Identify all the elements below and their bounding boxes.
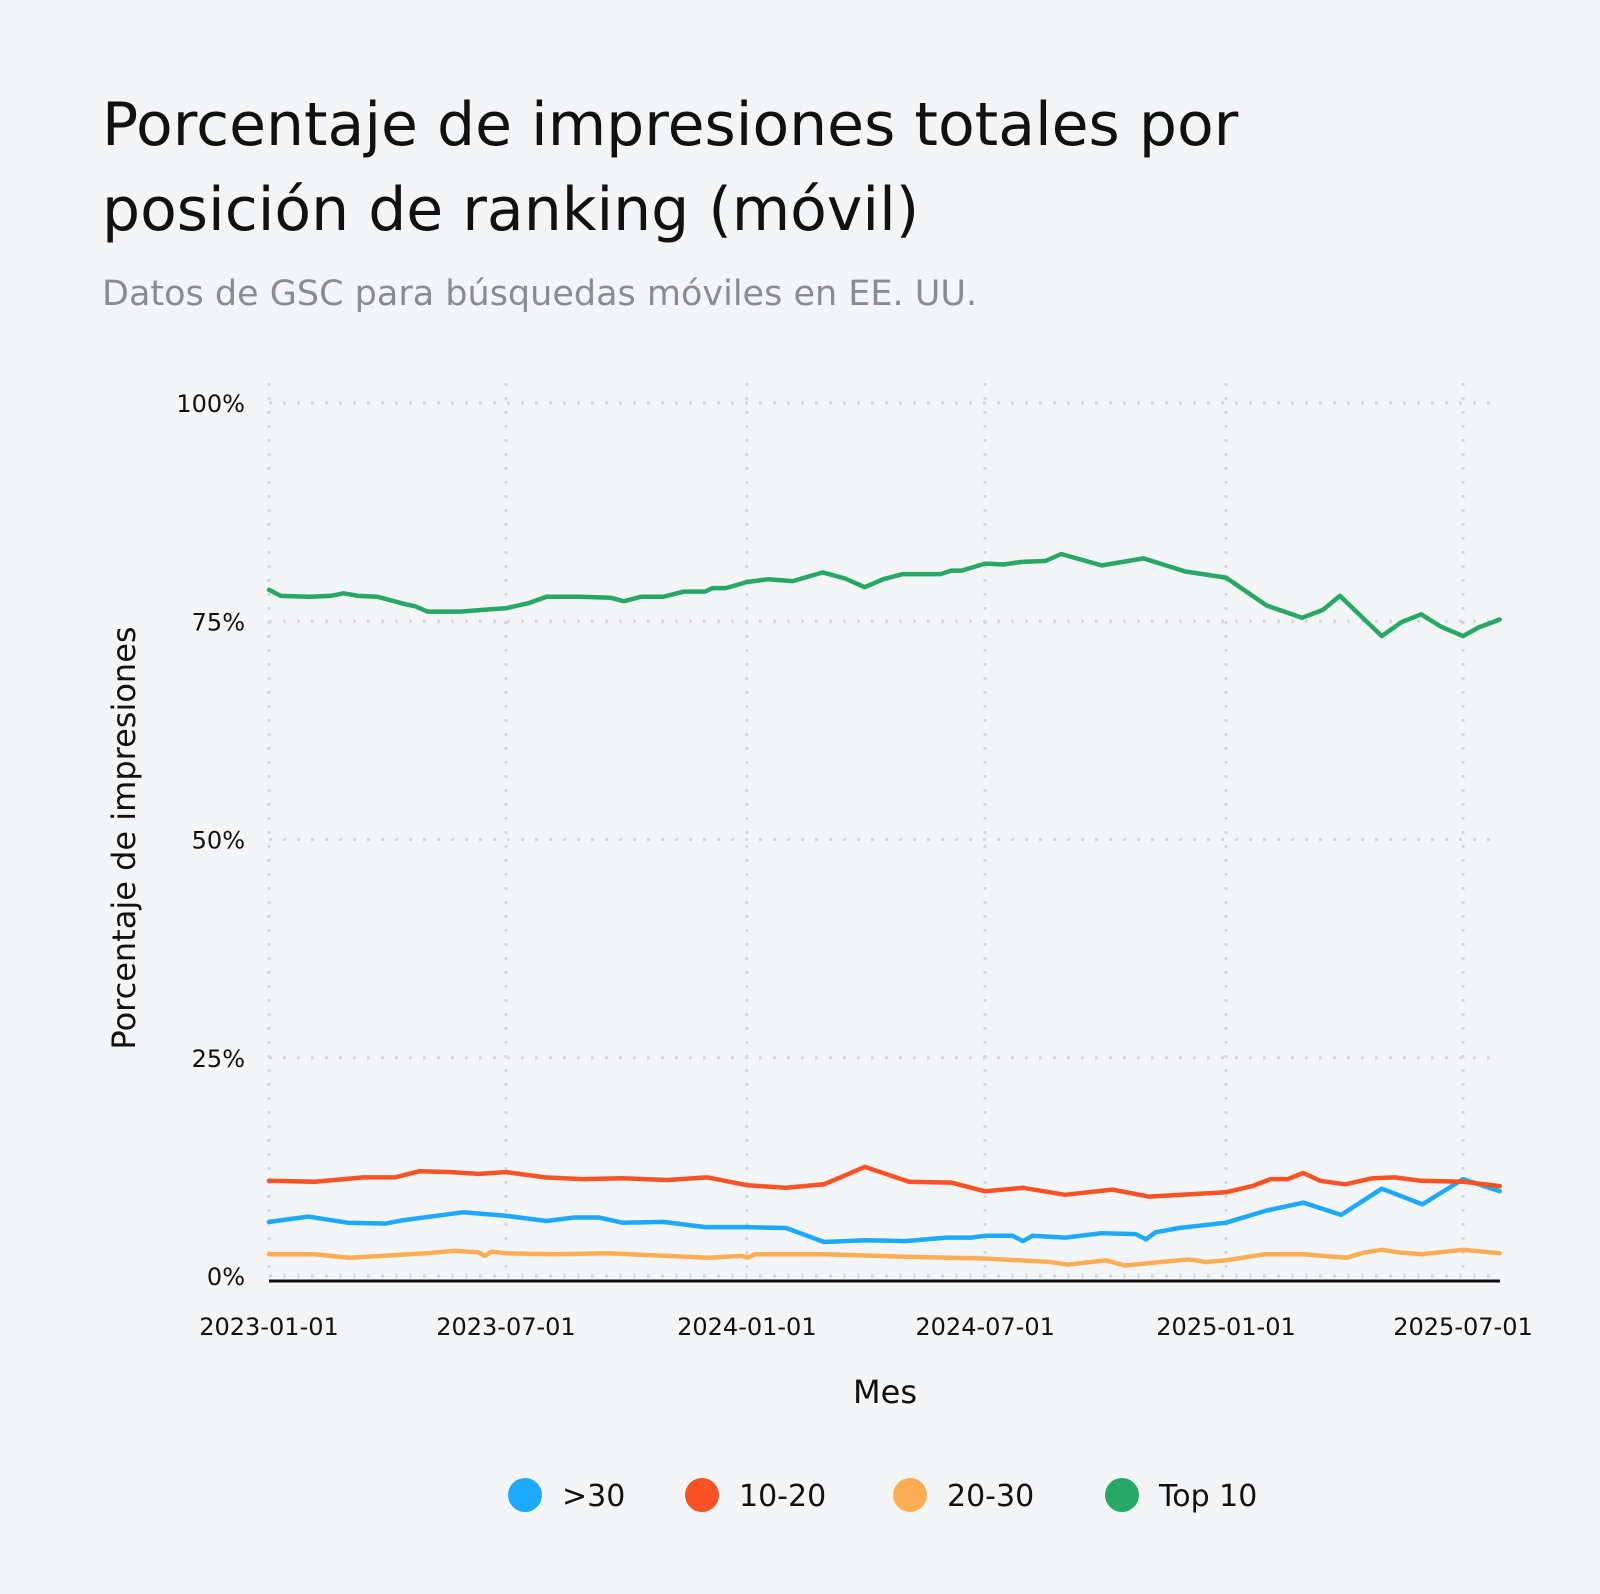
legend-item: 10-20 (685, 1478, 826, 1514)
x-tick-label: 2024-01-01 (677, 1313, 816, 1341)
series-line-10-20 (266, 1164, 1502, 1199)
legend-item: Top 10 (1105, 1478, 1257, 1514)
series-line--30 (266, 1176, 1502, 1245)
x-axis-label: Mes (853, 1373, 917, 1411)
series-line-20-30 (266, 1247, 1502, 1268)
legend-item: >30 (508, 1478, 625, 1514)
x-axis-ticks: 2023-01-01 2023-07-01 2024-01-01 2024-07-01… (199, 1313, 1532, 1341)
grid (267, 383, 1500, 1278)
legend: >30 10-20 20-30 Top 10 (508, 1478, 1257, 1514)
chart-subtitle: Datos de GSC para búsquedas móviles en E… (102, 274, 977, 314)
y-tick-label: 25% (192, 1045, 245, 1073)
legend-item: 20-30 (893, 1478, 1034, 1514)
y-axis-ticks: 0% 25% 50% 75% 100% (176, 390, 245, 1291)
y-axis-label: Porcentaje de impresiones (105, 626, 143, 1049)
x-tick-label: 2023-01-01 (199, 1313, 338, 1341)
x-tick-label: 2025-07-01 (1393, 1313, 1532, 1341)
legend-label: >30 (562, 1479, 625, 1514)
chart-title-line-1: Porcentaje de impresiones totales por (102, 90, 1239, 160)
series-lines (266, 551, 1502, 1268)
x-tick-label: 2025-01-01 (1156, 1313, 1295, 1341)
y-tick-label: 75% (192, 608, 245, 636)
y-tick-label: 100% (176, 390, 245, 418)
y-tick-label: 50% (192, 827, 245, 855)
legend-swatch (893, 1478, 927, 1512)
legend-swatch (685, 1478, 719, 1512)
x-tick-label: 2024-07-01 (915, 1313, 1054, 1341)
chart-title-line-2: posición de ranking (móvil) (102, 175, 919, 245)
legend-label: 20-30 (947, 1479, 1034, 1514)
legend-swatch (1105, 1478, 1139, 1512)
legend-label: Top 10 (1158, 1479, 1257, 1514)
series-line-top-10 (266, 551, 1502, 639)
legend-label: 10-20 (739, 1479, 826, 1514)
legend-swatch (508, 1478, 542, 1512)
y-tick-label: 0% (207, 1263, 245, 1291)
x-tick-label: 2023-07-01 (436, 1313, 575, 1341)
